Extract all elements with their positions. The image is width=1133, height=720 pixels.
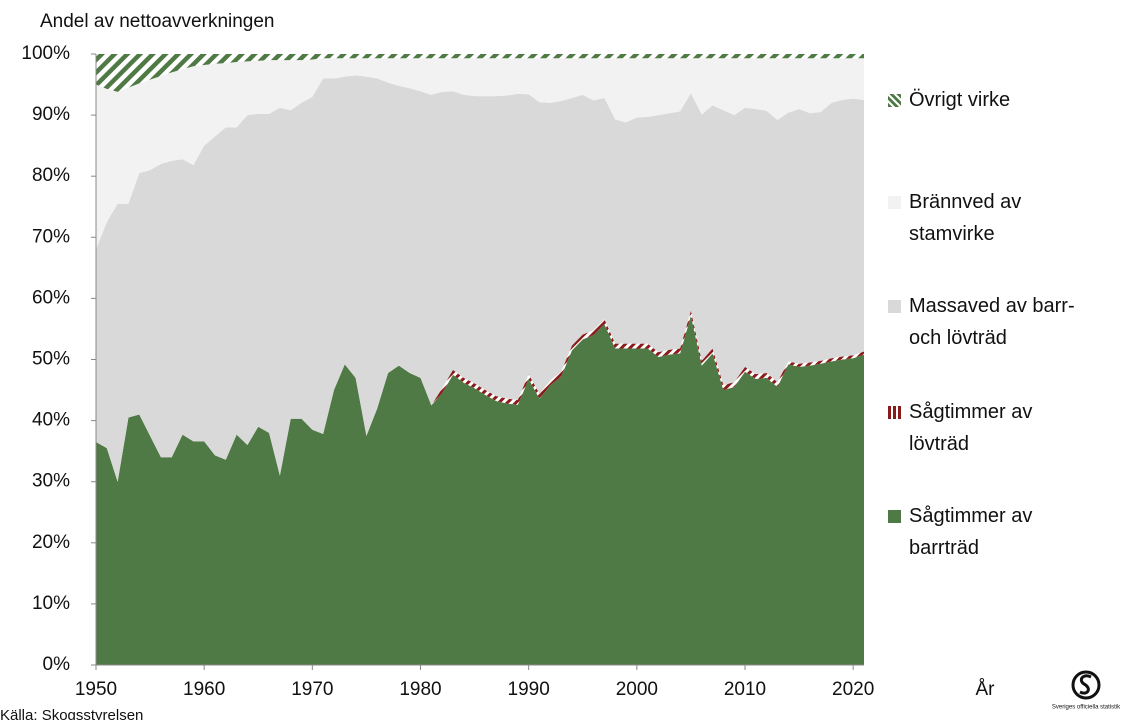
y-tick-label: 80%	[32, 165, 70, 186]
y-tick-label: 20%	[32, 532, 70, 553]
legend-item: Massaved av barr- och lövträd	[888, 290, 1088, 354]
logo-text: Sveriges officiella statistik	[1052, 705, 1121, 711]
x-axis-label: År	[976, 679, 996, 700]
y-tick-label: 40%	[32, 410, 70, 431]
legend-label: Massaved av barr- och lövträd	[909, 295, 1075, 349]
area	[96, 315, 864, 665]
legend-item: Brännved av stamvirke	[888, 186, 1088, 250]
legend-label: Sågtimmer av barrträd	[909, 505, 1033, 559]
legend-item: Övrigt virke	[888, 84, 1088, 116]
legend-swatch	[888, 94, 901, 107]
y-tick-label: 100%	[21, 43, 70, 64]
logo: Sveriges officiella statistik	[1052, 670, 1121, 711]
y-tick-label: 70%	[32, 226, 70, 247]
x-tick-label: 2010	[724, 679, 766, 700]
x-tick-label: 1990	[508, 679, 550, 700]
legend-swatch	[888, 300, 901, 313]
legend-label: Brännved av stamvirke	[909, 191, 1022, 245]
legend-label: Sågtimmer av lövträd	[909, 401, 1033, 455]
x-tick-label: 2020	[832, 679, 874, 700]
legend-swatch	[888, 510, 901, 523]
area	[96, 54, 864, 92]
x-tick-label: 1960	[183, 679, 225, 700]
legend-swatch	[888, 406, 901, 419]
x-tick-label: 1950	[75, 679, 117, 700]
area	[96, 310, 864, 482]
y-tick-label: 30%	[32, 471, 70, 492]
y-tick-label: 90%	[32, 104, 70, 125]
y-tick-label: 0%	[43, 654, 71, 675]
x-tick-label: 1980	[399, 679, 441, 700]
area	[96, 58, 864, 250]
legend-item: Sågtimmer av barrträd	[888, 500, 1088, 564]
y-tick-label: 10%	[32, 593, 70, 614]
x-tick-label: 1970	[291, 679, 333, 700]
y-tick-label: 60%	[32, 287, 70, 308]
legend-item: Sågtimmer av lövträd	[888, 396, 1088, 460]
y-tick-label: 50%	[32, 349, 70, 370]
axis-title: Andel av nettoavverkningen	[40, 11, 275, 32]
legend-label: Övrigt virke	[909, 89, 1011, 111]
area	[96, 75, 864, 482]
x-tick-label: 2000	[616, 679, 658, 700]
legend-swatch	[888, 196, 901, 209]
source: Källa: Skogsstyrelsen	[0, 707, 143, 720]
